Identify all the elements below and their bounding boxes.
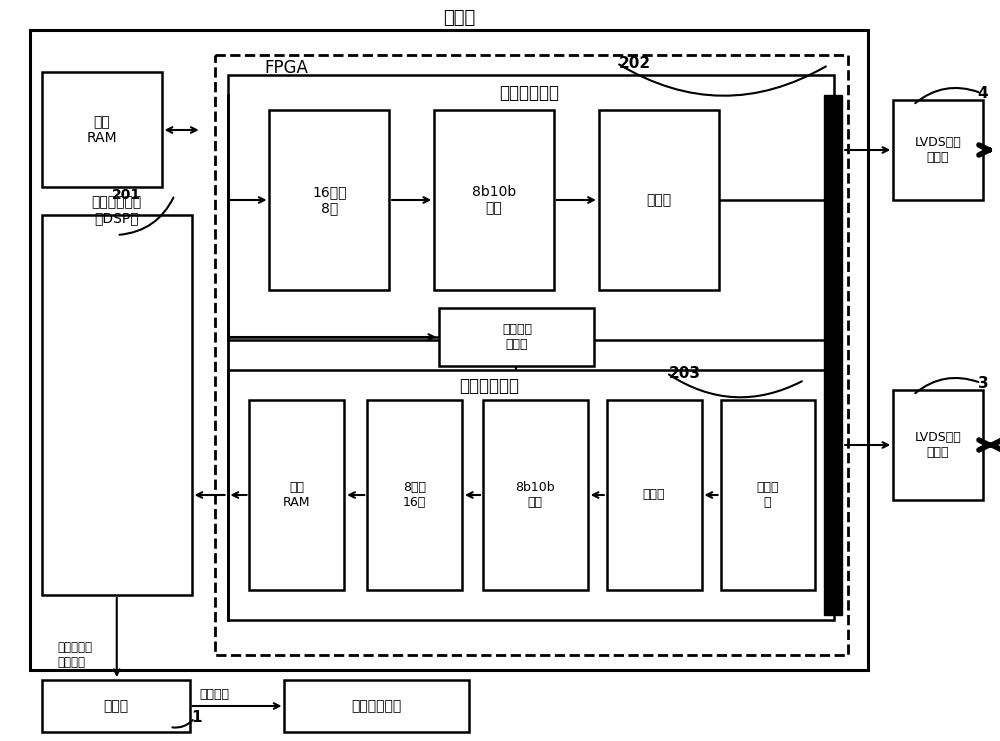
Text: 数据恢
复: 数据恢 复 bbox=[756, 481, 779, 509]
Text: 井下主控模块
（DSP）: 井下主控模块 （DSP） bbox=[92, 195, 142, 225]
Text: 串转并: 串转并 bbox=[642, 488, 665, 502]
Bar bbox=[269, 110, 389, 290]
Text: LVDS数据
收发器: LVDS数据 收发器 bbox=[915, 431, 961, 459]
Bar bbox=[249, 400, 344, 590]
Text: 1: 1 bbox=[191, 711, 202, 725]
Bar bbox=[434, 110, 554, 290]
Text: 3: 3 bbox=[978, 376, 988, 391]
Bar bbox=[893, 390, 983, 500]
Bar bbox=[721, 400, 815, 590]
Text: 202: 202 bbox=[619, 56, 651, 70]
Text: 地面控制系统: 地面控制系统 bbox=[351, 699, 401, 713]
Bar bbox=[42, 72, 162, 187]
Text: 多通道缓冲
串行接口: 多通道缓冲 串行接口 bbox=[58, 641, 93, 669]
Text: 8b10b
解码: 8b10b 解码 bbox=[515, 481, 555, 509]
Text: 数字时钟
管理器: 数字时钟 管理器 bbox=[502, 323, 532, 351]
Text: 转接板: 转接板 bbox=[103, 699, 128, 713]
Bar bbox=[367, 400, 462, 590]
Text: 命令发送模块: 命令发送模块 bbox=[499, 84, 559, 102]
Text: 数据接收模块: 数据接收模块 bbox=[459, 377, 519, 395]
Text: 203: 203 bbox=[669, 365, 701, 380]
Text: 8b10b
编码: 8b10b 编码 bbox=[472, 185, 516, 215]
Text: 并转串: 并转串 bbox=[646, 193, 671, 207]
Bar bbox=[599, 110, 719, 290]
Bar bbox=[228, 75, 834, 340]
Bar bbox=[284, 680, 469, 732]
Text: 201: 201 bbox=[112, 188, 141, 202]
Bar bbox=[42, 680, 190, 732]
Text: 16位转
8位: 16位转 8位 bbox=[312, 185, 347, 215]
Bar bbox=[215, 55, 848, 655]
Bar bbox=[228, 370, 834, 620]
Bar bbox=[439, 308, 594, 366]
Text: 静态
RAM: 静态 RAM bbox=[86, 115, 117, 145]
Bar bbox=[483, 400, 588, 590]
Bar bbox=[30, 30, 868, 670]
Text: 8位转
16位: 8位转 16位 bbox=[403, 481, 426, 509]
Bar bbox=[824, 95, 842, 615]
Text: 控制板: 控制板 bbox=[443, 9, 475, 27]
Text: LVDS时钟
发送器: LVDS时钟 发送器 bbox=[915, 136, 961, 164]
Text: 4: 4 bbox=[978, 85, 988, 101]
Bar bbox=[893, 100, 983, 200]
Bar bbox=[42, 215, 192, 595]
Text: 双口
RAM: 双口 RAM bbox=[283, 481, 310, 509]
Text: FPGA: FPGA bbox=[264, 59, 308, 77]
Bar bbox=[607, 400, 702, 590]
Text: 测井电缆: 测井电缆 bbox=[200, 688, 230, 702]
